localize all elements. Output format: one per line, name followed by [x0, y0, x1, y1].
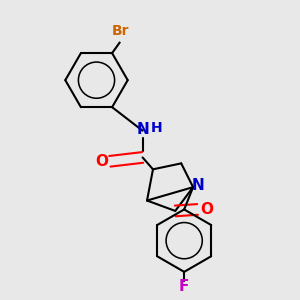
Text: H: H	[151, 121, 163, 135]
Text: F: F	[179, 279, 189, 294]
Text: O: O	[95, 154, 108, 169]
Text: N: N	[191, 178, 204, 193]
Text: O: O	[200, 202, 213, 217]
Text: N: N	[136, 122, 149, 137]
Text: Br: Br	[112, 24, 129, 38]
